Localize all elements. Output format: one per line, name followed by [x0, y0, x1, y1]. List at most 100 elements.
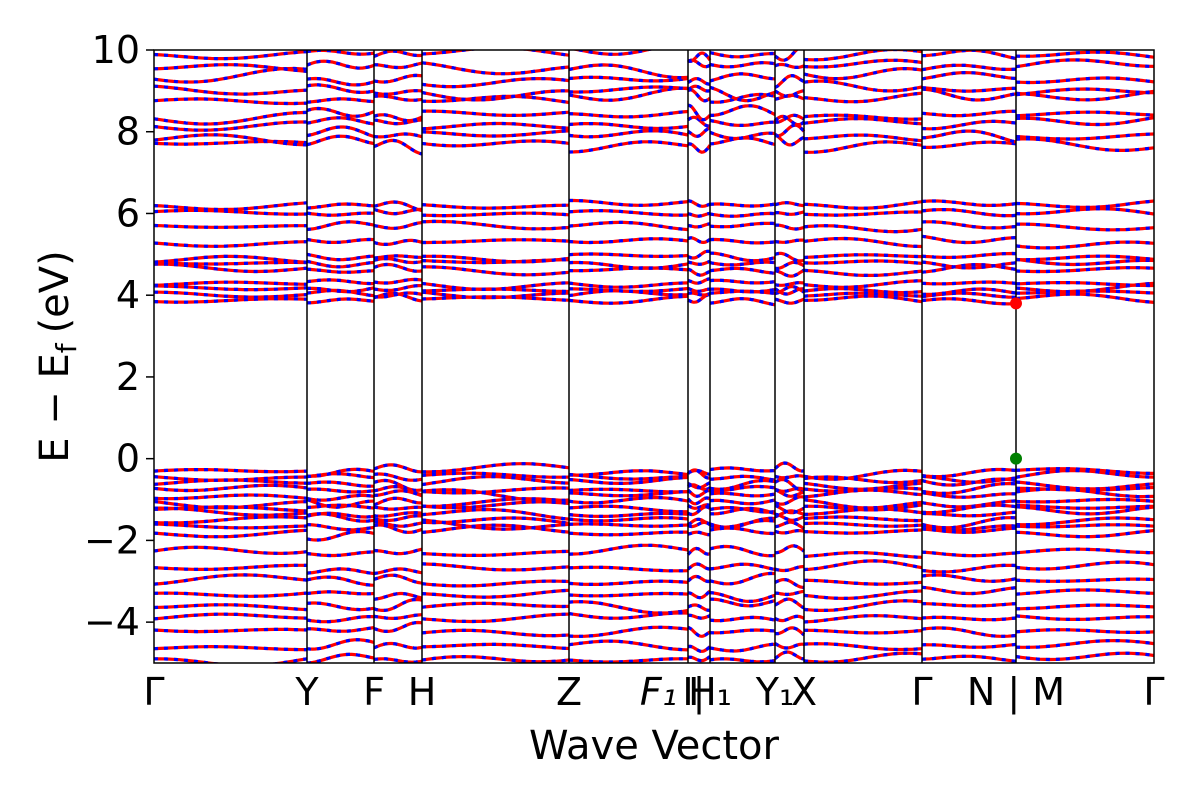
band-line — [774, 238, 805, 244]
band-line — [154, 522, 308, 530]
band-line — [803, 268, 923, 277]
band-line — [774, 512, 805, 522]
band-line-dash — [421, 254, 570, 264]
x-axis-ticks: Γ Y F H Z I|H₁ Y₁X Γ N | M Γ F₁ — [143, 670, 1164, 715]
band-line — [154, 627, 308, 634]
band-line-dash — [709, 498, 776, 506]
band-line — [921, 585, 1017, 596]
band-line — [688, 103, 712, 122]
band-line — [803, 210, 922, 217]
band-line — [775, 223, 805, 231]
band-line — [568, 252, 689, 258]
band-line — [803, 468, 923, 481]
band-line-dash — [568, 289, 689, 298]
band-line — [568, 565, 689, 573]
band-line-dash — [421, 211, 570, 218]
band-line-dash — [306, 575, 375, 587]
band-line-dash — [422, 497, 570, 508]
band-line-dash — [421, 518, 570, 531]
x-tick-label: N | M — [967, 670, 1065, 715]
band-line — [154, 284, 308, 292]
band-line-dash — [1015, 87, 1154, 97]
y-tick-label: 4 — [116, 273, 140, 317]
band-line-dash — [568, 543, 689, 556]
band-line — [154, 644, 307, 652]
band-line — [568, 496, 689, 505]
band-line — [154, 120, 307, 132]
band-line-dash — [1015, 89, 1154, 102]
x-tick-label: Γ — [1143, 670, 1164, 714]
y-tick-label: 8 — [116, 110, 140, 154]
band-line-dash — [373, 511, 423, 518]
band-line-dash — [687, 589, 712, 600]
band-line-dash — [306, 590, 375, 596]
band-line-dash — [686, 496, 711, 506]
band-line — [154, 603, 308, 612]
band-line-dash — [1015, 560, 1154, 571]
band-line-dash — [421, 500, 570, 510]
band-line — [803, 515, 923, 523]
y-tick-label: 6 — [116, 191, 140, 235]
band-line — [154, 84, 308, 96]
x-tick-label: Y₁ — [755, 670, 794, 714]
band-line — [921, 482, 1017, 495]
band-line-dash — [373, 94, 423, 102]
band-line-dash — [709, 118, 776, 127]
band-line-dash — [709, 597, 776, 608]
band-line-dash — [709, 526, 776, 536]
band-line — [921, 503, 1017, 515]
band-line — [921, 491, 1016, 499]
band-line — [154, 545, 308, 556]
band-line-dash — [687, 211, 711, 218]
band-line — [803, 521, 923, 528]
band-line — [154, 612, 308, 621]
band-line-dash — [1015, 547, 1154, 555]
band-line — [568, 516, 689, 523]
band-line — [774, 529, 805, 535]
band-line — [921, 297, 1017, 306]
band-line-dash — [373, 613, 423, 620]
band-line-dash — [421, 129, 570, 138]
band-line-dash — [1015, 266, 1154, 274]
band-line — [921, 563, 1017, 574]
band-line-dash — [1015, 257, 1154, 267]
band-line-dash — [1015, 638, 1154, 649]
band-line-dash — [687, 249, 711, 260]
band-line — [774, 650, 805, 661]
band-line-dash — [709, 491, 776, 498]
band-line-dash — [306, 59, 375, 70]
band-line-dash — [373, 262, 423, 273]
band-line — [154, 110, 308, 126]
band-line-dash — [687, 76, 710, 86]
band-line — [803, 528, 923, 535]
band-line — [921, 615, 1017, 622]
band-line — [921, 220, 1017, 230]
band-line-dash — [1015, 254, 1154, 262]
band-line — [803, 507, 923, 516]
band-line-dash — [421, 281, 570, 292]
band-line-dash — [421, 579, 570, 588]
band-line — [921, 526, 1017, 534]
band-line — [774, 565, 804, 573]
band-line — [421, 61, 570, 76]
band-line-dash — [373, 200, 423, 213]
band-line — [154, 201, 308, 212]
band-line — [154, 260, 307, 266]
x-tick-label: F — [363, 670, 385, 714]
band-line — [154, 280, 308, 287]
band-line — [774, 287, 805, 296]
band-line-dash — [421, 76, 570, 89]
band-line — [774, 89, 805, 98]
band-line-dash — [373, 597, 423, 612]
band-line — [568, 294, 689, 305]
band-line — [154, 483, 308, 493]
band-line-dash — [709, 615, 776, 623]
band-line-dash — [1015, 292, 1154, 304]
band-line-dash — [306, 601, 375, 612]
band-line-dash — [709, 466, 776, 473]
band-line — [803, 91, 923, 104]
band-line-dash — [306, 237, 375, 244]
band-line-dash — [373, 50, 423, 58]
band-line-dash — [421, 121, 570, 131]
band-line-dash — [1015, 207, 1154, 216]
